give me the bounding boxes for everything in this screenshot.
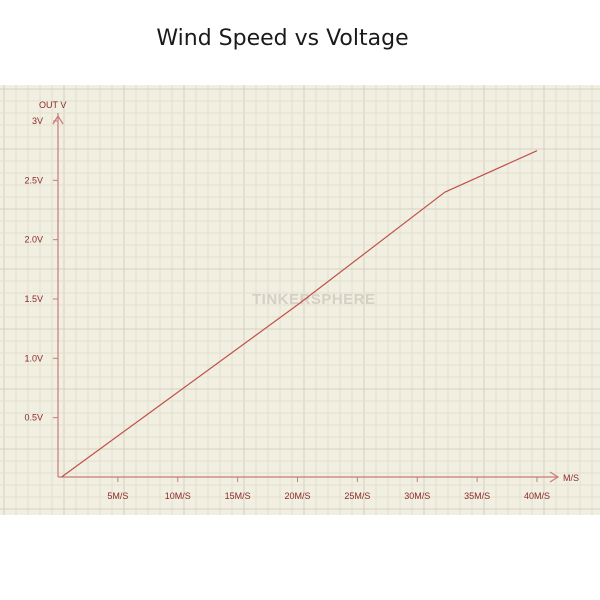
axes	[52, 113, 560, 483]
grid	[0, 85, 600, 515]
y-tick-label: 1.0V	[24, 353, 43, 363]
tick-labels: 5M/S 10M/S 15M/S 20M/S 25M/S 30M/S 35M/S 40M/S 0…	[24, 116, 550, 501]
series-group	[61, 150, 538, 478]
y-tick-label: 2.0V	[24, 235, 43, 245]
y-axis-title: OUT V	[39, 100, 66, 110]
x-tick-label: 30M/S	[404, 491, 430, 501]
x-axis-title: M/S	[563, 473, 579, 483]
y-tick-label: 2.5V	[24, 175, 43, 185]
y-tick-label: 0.5V	[24, 413, 43, 423]
x-tick-label: 15M/S	[225, 491, 251, 501]
x-tick-label: 25M/S	[344, 491, 370, 501]
y-tick-label: 1.5V	[24, 294, 43, 304]
y-tick-label: 3V	[32, 116, 43, 126]
x-tick-label: 10M/S	[165, 491, 191, 501]
series-line	[61, 150, 538, 478]
watermark-text: TINKERSPHERE	[252, 291, 376, 308]
x-axis-arrow	[549, 471, 560, 483]
x-tick-label: 20M/S	[284, 491, 310, 501]
x-tick-label: 5M/S	[107, 491, 128, 501]
chart-title: Wind Speed vs Voltage	[156, 26, 409, 51]
x-tick-label: 35M/S	[464, 491, 490, 501]
x-tick-label: 40M/S	[524, 491, 550, 501]
